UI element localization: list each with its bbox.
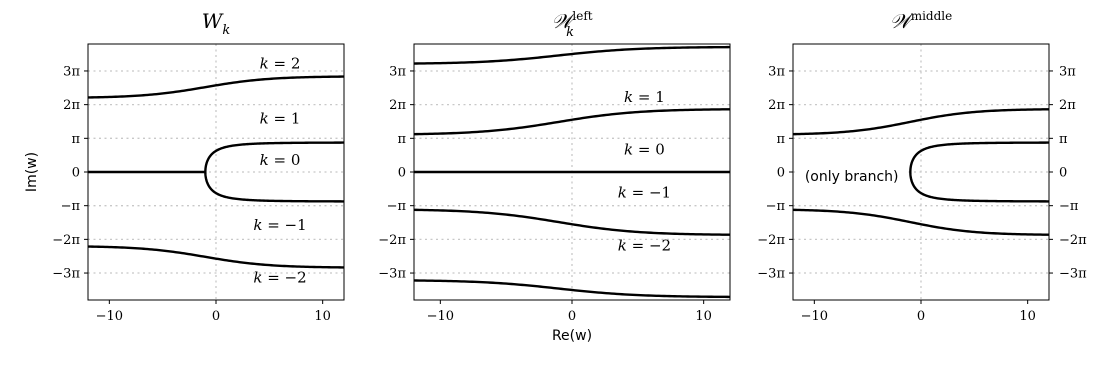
ytick-label-left-6: 3π xyxy=(768,64,785,79)
annotation-3: k = −1 xyxy=(253,216,306,234)
panel-1: −3π −2π −π 0 π 2π 3π −10 0 10 Wk Im(w) k = 2 k = 1 k =… xyxy=(24,9,345,324)
curves xyxy=(88,75,344,269)
ytick-label-right-4: π xyxy=(1059,132,1068,147)
ytick-label-left-5: 2π xyxy=(389,98,406,113)
x-axis-label: Re(w) xyxy=(552,328,592,344)
annotation-bg xyxy=(796,165,908,186)
curves xyxy=(414,45,730,299)
ytick-label-left-0: −3π xyxy=(757,267,785,282)
ytick-label-left-0: −3π xyxy=(52,267,80,282)
chart-title: 𝒲middle xyxy=(890,9,953,33)
annotation-0: k = 2 xyxy=(260,55,301,73)
series-4-branch_cut xyxy=(414,208,730,236)
series-3-parabola_branch xyxy=(909,141,1049,203)
annotation-2: k = 0 xyxy=(260,151,301,169)
chart-title: 𝒲left k xyxy=(551,9,592,40)
series-1-branch_cut xyxy=(414,45,730,65)
panel-2: −3π −2π −π 0 π 2π 3π −10 0 10 𝒲left k Re(w) k = 1 k = … xyxy=(378,9,731,344)
ytick-label-right-3: 0 xyxy=(1059,166,1067,181)
annotation-3: k = −2 xyxy=(618,236,671,254)
series-2-branch_cut xyxy=(793,208,1049,236)
ytick-label-left-5: 2π xyxy=(768,98,785,113)
ytick-label-left-4: π xyxy=(776,132,785,147)
xtick-label-2: 10 xyxy=(695,309,712,324)
annotation-0: (only branch) xyxy=(805,169,899,185)
ytick-label-left-4: π xyxy=(71,132,80,147)
y-axis-label: Im(w) xyxy=(24,152,40,192)
ytick-label-left-3: 0 xyxy=(398,166,406,181)
ytick-label-left-5: 2π xyxy=(63,98,80,113)
series-1-branch_cut xyxy=(793,108,1049,136)
series-2-branch_cut xyxy=(88,245,344,269)
xtick-label-0: −10 xyxy=(96,309,123,324)
series-4-parabola_branch xyxy=(204,141,344,203)
ytick-label-right-0: −3π xyxy=(1059,267,1087,282)
ytick-label-left-1: −2π xyxy=(378,233,406,248)
annotation-0: k = 1 xyxy=(624,88,665,106)
series-1-branch_cut xyxy=(88,75,344,99)
ytick-label-right-1: −2π xyxy=(1059,233,1087,248)
series-2-branch_cut xyxy=(414,108,730,136)
ytick-label-left-6: 3π xyxy=(63,64,80,79)
xtick-label-2: 10 xyxy=(1019,309,1036,324)
panel-3: −3π −2π −π 0 π 2π 3π −3π −2π −π 0 π 2π 3π −10 0 10 𝒲middl… xyxy=(757,9,1087,324)
ytick-label-right-2: −π xyxy=(1059,199,1079,214)
xtick-label-0: −10 xyxy=(427,309,454,324)
xtick-label-2: 10 xyxy=(314,309,331,324)
ytick-label-left-1: −2π xyxy=(52,233,80,248)
xtick-label-1: 0 xyxy=(212,309,220,324)
xtick-label-1: 0 xyxy=(917,309,925,324)
ytick-label-left-4: π xyxy=(397,132,406,147)
ytick-label-right-5: 2π xyxy=(1059,98,1076,113)
chart-title: Wk xyxy=(202,9,231,38)
ytick-label-left-3: 0 xyxy=(777,166,785,181)
annotation-4: k = −2 xyxy=(253,269,306,287)
annotation-1: k = 0 xyxy=(624,140,665,158)
series-5-branch_cut xyxy=(414,279,730,299)
ytick-label-left-2: −π xyxy=(766,199,786,214)
annotation-1: k = 1 xyxy=(260,109,301,127)
ytick-label-left-2: −π xyxy=(387,199,407,214)
xtick-label-1: 0 xyxy=(568,309,576,324)
curves xyxy=(793,108,1049,236)
ytick-label-left-3: 0 xyxy=(72,166,80,181)
ytick-label-left-6: 3π xyxy=(389,64,406,79)
ytick-label-left-2: −π xyxy=(61,199,81,214)
ytick-label-left-0: −3π xyxy=(378,267,406,282)
xtick-label-0: −10 xyxy=(801,309,828,324)
annotation-2: k = −1 xyxy=(618,183,671,201)
ytick-label-left-1: −2π xyxy=(757,233,785,248)
ytick-label-right-6: 3π xyxy=(1059,64,1076,79)
